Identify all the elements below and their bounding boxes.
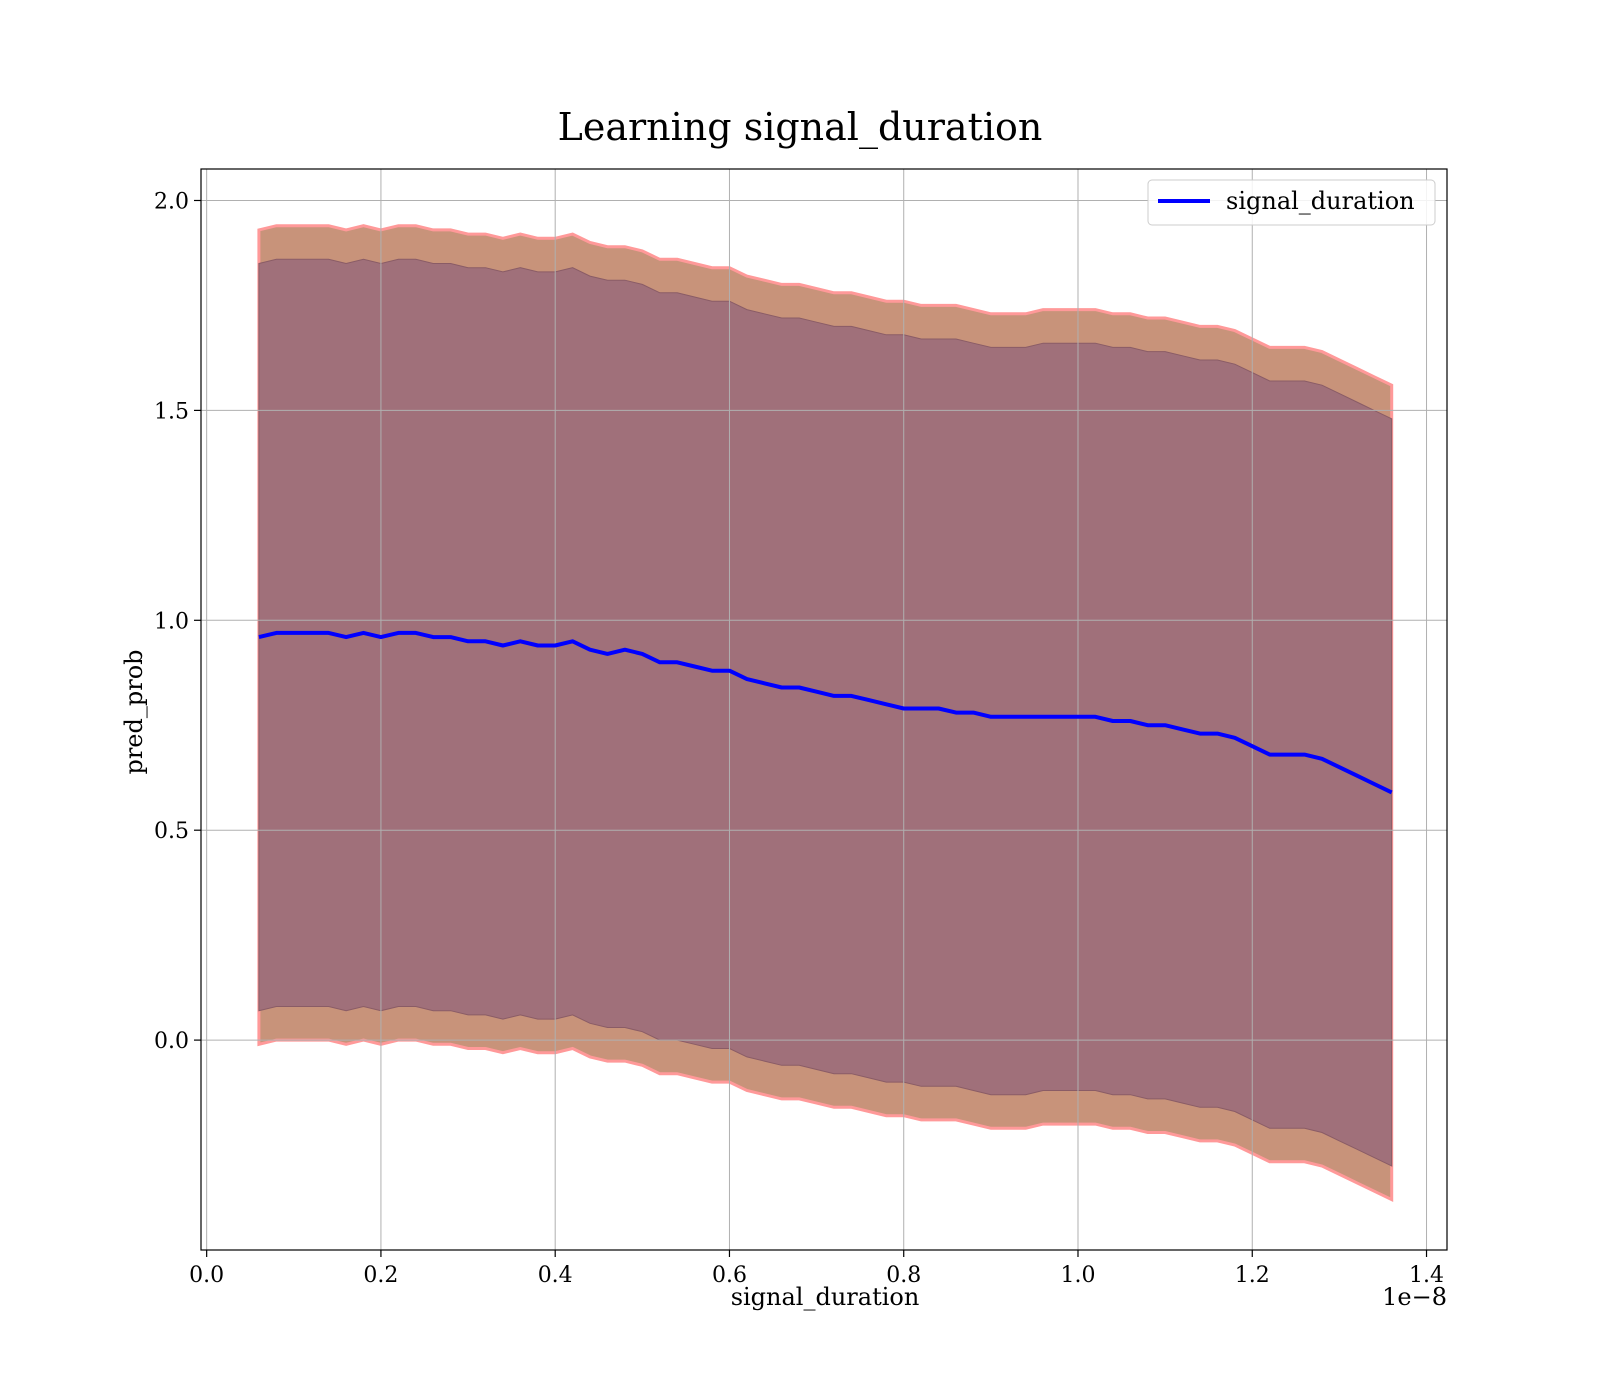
series-line-signal-duration xyxy=(258,630,1393,795)
y-tick-label: 2.0 xyxy=(154,189,189,214)
x-axis-offset-text: 1e−8 xyxy=(1382,1283,1447,1311)
x-tick-label: 1.4 xyxy=(1409,1263,1444,1288)
y-axis-label: pred_prob xyxy=(120,649,148,774)
x-tick-label: 0.4 xyxy=(538,1263,573,1288)
confidence-bands xyxy=(257,224,1394,1202)
x-tick-label: 0.8 xyxy=(886,1263,921,1288)
legend-label-signal-duration: signal_duration xyxy=(1226,187,1415,215)
x-axis-label: signal_duration xyxy=(731,1283,920,1311)
x-tick-label: 0.0 xyxy=(189,1263,224,1288)
x-tick-label: 1.0 xyxy=(1060,1263,1095,1288)
inner-band xyxy=(258,258,1393,1167)
legend: signal_duration xyxy=(1147,179,1436,226)
y-axis-ticks: 0.0 0.5 1.0 1.5 2.0 xyxy=(154,189,201,1054)
plot-area xyxy=(200,168,1448,1251)
legend-box xyxy=(1147,179,1436,226)
x-tick-label: 0.2 xyxy=(363,1263,398,1288)
y-tick-label: 0.5 xyxy=(154,819,189,844)
x-tick-label: 1.2 xyxy=(1235,1263,1270,1288)
y-tick-label: 1.0 xyxy=(154,609,189,634)
x-axis-ticks: 0.0 0.2 0.4 0.6 0.8 1.0 1.2 1.4 xyxy=(189,1250,1444,1288)
y-tick-label: 1.5 xyxy=(154,399,189,424)
axes-frame xyxy=(200,168,1448,1251)
x-tick-label: 0.6 xyxy=(712,1263,747,1288)
chart-title: Learning signal_duration xyxy=(558,105,1043,150)
y-tick-label: 0.0 xyxy=(154,1029,189,1054)
